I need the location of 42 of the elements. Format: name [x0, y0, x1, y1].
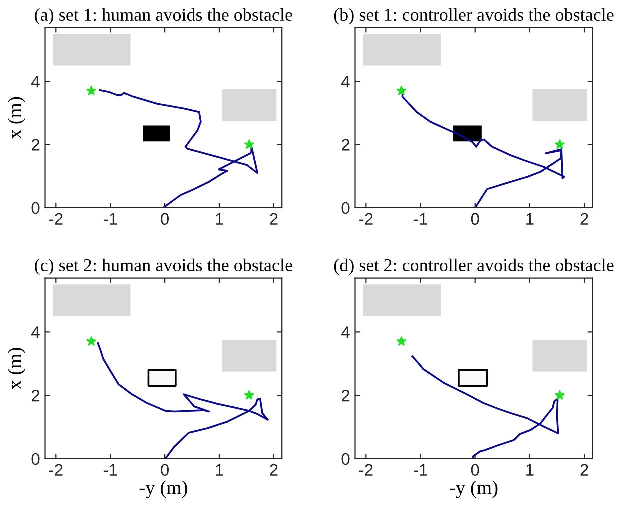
x-tick-label: -1 — [414, 464, 428, 476]
y-tick-label: 2 — [342, 139, 350, 151]
x-tick-label: -2 — [360, 464, 373, 476]
y-axis-title: x (m) — [8, 348, 26, 390]
y-tick-label: 4 — [342, 76, 350, 88]
x-tick-label: 1 — [526, 464, 534, 476]
y-tick-label: 2 — [32, 390, 40, 402]
chart-title: (b) set 1: controller avoids the obstacle — [334, 8, 614, 25]
y-axis-title: x (m) — [8, 97, 26, 140]
x-axis-title: -y (m) — [450, 480, 498, 498]
y-tick-label: 0 — [342, 202, 350, 214]
x-tick-label: 0 — [471, 213, 480, 226]
y-tick-label: 0 — [32, 202, 40, 214]
x-tick-label: 2 — [580, 464, 588, 476]
line-series — [97, 342, 269, 459]
y-tick-label: 2 — [342, 390, 350, 402]
line-series — [99, 90, 259, 208]
y-tick-label: 4 — [32, 326, 40, 338]
x-tick-label: -2 — [49, 464, 63, 476]
x-tick-label: 1 — [216, 213, 224, 225]
y-tick-label: 0 — [32, 453, 40, 466]
x-tick-label: 2 — [580, 213, 588, 225]
x-tick-label: 2 — [270, 464, 278, 476]
x-tick-label: 0 — [161, 213, 170, 226]
x-tick-label: -1 — [414, 213, 428, 225]
x-tick-label: 2 — [270, 213, 278, 225]
x-tick-label: -2 — [360, 213, 373, 225]
y-tick-label: 4 — [342, 326, 350, 338]
x-tick-label: -2 — [49, 213, 63, 225]
x-tick-label: 1 — [526, 213, 534, 225]
chart-title: (a) set 1: human avoids the obstacle — [35, 8, 292, 25]
chart-title: (c) set 2: human avoids the obstacle — [35, 258, 292, 276]
x-tick-label: 0 — [471, 464, 480, 476]
x-axis-title: -y (m) — [140, 480, 188, 498]
x-tick-label: -1 — [104, 213, 118, 225]
chart-title: (d) set 2: controller avoids the obstacle — [334, 258, 614, 276]
y-tick-label: 2 — [32, 139, 40, 151]
x-tick-label: -1 — [104, 464, 118, 476]
x-tick-label: 0 — [161, 464, 170, 476]
x-tick-label: 1 — [216, 464, 224, 476]
y-tick-label: 4 — [32, 76, 40, 88]
y-tick-label: 0 — [342, 453, 350, 466]
